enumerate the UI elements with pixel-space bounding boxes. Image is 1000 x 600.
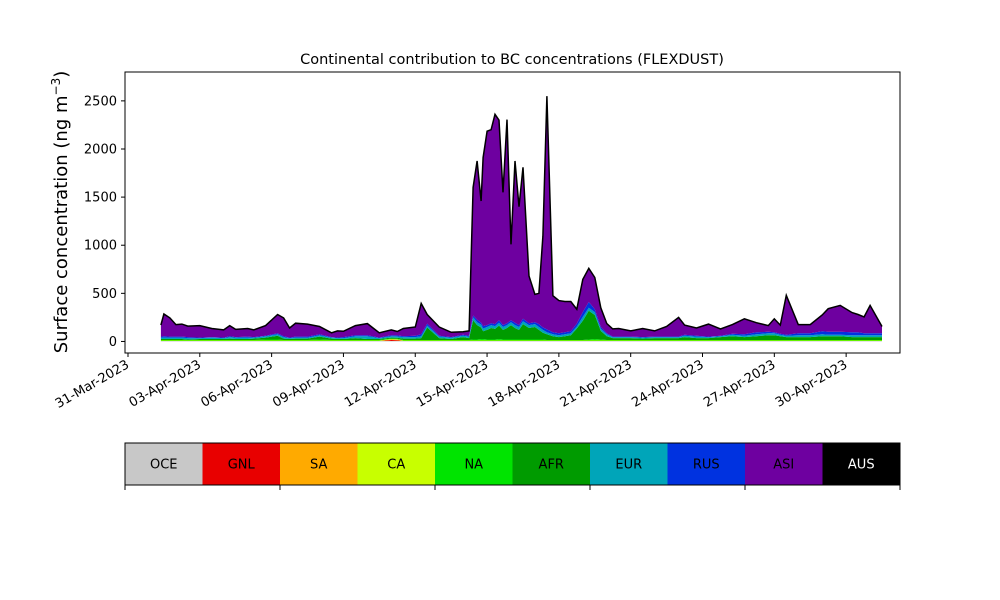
legend-cells: OCE GNL SA CA NA AFR EUR RUS ASI AUS [125, 443, 900, 485]
x-tick-label: 27-Apr-2023 [701, 357, 778, 410]
area-series-asi [160, 96, 882, 338]
x-tick-label: 21-Apr-2023 [558, 357, 635, 410]
y-axis-label-exponent: −3 [49, 78, 63, 96]
legend-colorbar: OCE GNL SA CA NA AFR EUR RUS ASI AUS [124, 442, 901, 490]
legend-label: NA [464, 458, 483, 473]
x-tick-label: 31-Mar-2023 [53, 357, 132, 411]
legend-label: AFR [539, 458, 564, 473]
total-outline-line [160, 96, 883, 334]
legend-swatch-na [435, 443, 513, 485]
legend-swatch-gnl [202, 443, 280, 485]
y-tick-label: 1000 [84, 239, 117, 254]
legend-swatch-sa [280, 443, 358, 485]
area-series-rus [160, 302, 882, 339]
plot-frame [124, 71, 901, 354]
y-tick-label: 500 [92, 287, 117, 302]
y-axis-label-close: ) [51, 71, 72, 78]
legend-label: OCE [150, 458, 178, 473]
x-tick-label: 03-Apr-2023 [127, 357, 204, 410]
y-tick-label: 0 [109, 335, 117, 350]
legend-label: ASI [773, 458, 794, 473]
x-tick-label: 15-Apr-2023 [414, 357, 491, 410]
y-axis-label: Surface concentration (ng m−3) [49, 71, 72, 354]
legend-label: GNL [228, 458, 256, 473]
legend-ticks [124, 485, 901, 490]
x-tick-label: 09-Apr-2023 [270, 357, 347, 410]
plot-area: 0 500 1000 1500 2000 2500 31-Mar-202303-Apr-2… [53, 71, 901, 412]
x-axis-ticks: 31-Mar-202303-Apr-202306-Apr-202309-Apr-… [53, 353, 850, 412]
y-tick-label: 1500 [84, 191, 117, 206]
legend-frame [124, 442, 901, 486]
legend-label: RUS [693, 458, 720, 473]
x-tick-label: 06-Apr-2023 [199, 357, 276, 410]
y-tick-label: 2000 [84, 142, 117, 157]
area-series-oce [160, 341, 882, 342]
x-tick-label: 24-Apr-2023 [629, 357, 706, 410]
legend-swatch-oce [125, 443, 203, 485]
x-tick-label: 12-Apr-2023 [342, 357, 419, 410]
legend-swatch-ca [357, 443, 435, 485]
area-series-na [160, 338, 882, 341]
area-series-afr [160, 310, 882, 340]
legend-swatch-aus [822, 443, 900, 485]
x-tick-label: 30-Apr-2023 [773, 357, 850, 410]
y-tick-label: 2500 [84, 94, 117, 109]
stacked-area-layers [160, 96, 883, 342]
chart-title: Continental contribution to BC concentra… [300, 52, 724, 68]
legend-swatch-rus [667, 443, 745, 485]
legend-swatch-asi [745, 443, 823, 485]
y-axis-label-text: Surface concentration (ng m [51, 95, 72, 353]
x-tick-label: 18-Apr-2023 [486, 357, 563, 410]
legend-label: AUS [848, 458, 875, 473]
legend-label: EUR [615, 458, 642, 473]
legend-label: SA [310, 458, 327, 473]
legend-label: CA [387, 458, 405, 473]
y-axis-ticks: 0 500 1000 1500 2000 2500 [84, 94, 125, 350]
legend-swatch-afr [512, 443, 590, 485]
area-series-eur [160, 307, 882, 340]
legend-swatch-eur [590, 443, 668, 485]
